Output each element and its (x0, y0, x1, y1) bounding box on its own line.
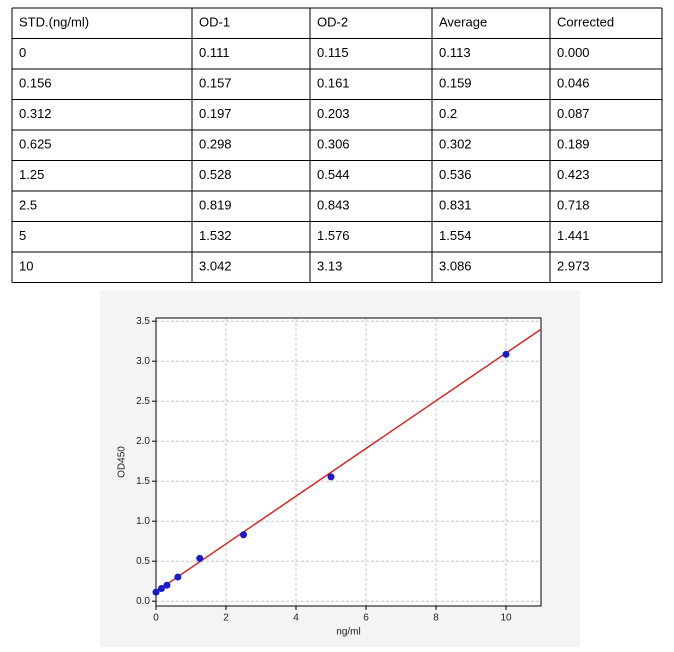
x-tick-label: 0 (153, 613, 159, 624)
y-tick-label: 0.5 (136, 556, 150, 567)
table-cell: 1.532 (199, 228, 232, 243)
data-point (502, 350, 510, 358)
table-cell: 0.536 (439, 167, 472, 182)
table-cell: 0 (19, 45, 26, 60)
y-tick-label: 2.0 (136, 436, 150, 447)
x-axis-label: ng/ml (336, 627, 360, 638)
table-cell: 0.157 (199, 76, 232, 91)
table-cell: 5 (19, 228, 26, 243)
header-cell: STD.(ng/ml) (19, 15, 89, 30)
table-cell: 0.113 (439, 45, 471, 60)
table-cell: 3.13 (317, 259, 342, 274)
table-cell: 0.046 (557, 76, 590, 91)
header-cell: OD-1 (199, 15, 230, 30)
header-cell: Corrected (557, 15, 614, 30)
table-cell: 0.203 (317, 106, 350, 121)
table-cell: 0.423 (557, 167, 590, 182)
x-tick-label: 4 (293, 613, 299, 624)
table-cell: 0.312 (19, 106, 52, 121)
table-cell: 0.115 (317, 45, 349, 60)
plot-area (156, 318, 541, 606)
table-cell: 0.087 (557, 106, 590, 121)
table-cell: 1.576 (317, 228, 350, 243)
table-cell: 3.042 (199, 259, 232, 274)
table-cell: 0.189 (557, 137, 590, 152)
table-cell: 1.441 (557, 228, 590, 243)
x-tick-label: 2 (223, 613, 229, 624)
table-cell: 0.159 (439, 76, 472, 91)
data-point (163, 581, 171, 589)
x-tick-label: 8 (433, 613, 439, 624)
y-tick-label: 2.5 (136, 396, 150, 407)
data-point (174, 573, 182, 581)
y-tick-label: 1.5 (136, 476, 150, 487)
table-cell: 0.625 (19, 137, 52, 152)
table-cell: 2.5 (19, 198, 37, 213)
plot-frame (155, 317, 542, 607)
table-cell: 0.298 (199, 137, 232, 152)
table-cell: 0.831 (439, 198, 472, 213)
y-tick-label: 3.0 (136, 356, 150, 367)
fit-line (155, 328, 542, 593)
y-tick-label: 0.0 (136, 596, 150, 607)
table-cell: 0.302 (439, 137, 472, 152)
x-tick-label: 10 (500, 613, 512, 624)
table-cell: 0.544 (317, 167, 350, 182)
table-cell: 0.161 (317, 76, 350, 91)
header-cell: OD-2 (317, 15, 348, 30)
table-cell: 1.554 (439, 228, 472, 243)
table-cell: 0.197 (199, 106, 232, 121)
table-cell: 0.718 (557, 198, 590, 213)
table-cell: 0.2 (439, 106, 457, 121)
x-tick-label: 6 (363, 613, 369, 624)
table-cell: 2.973 (557, 259, 590, 274)
table-cell: 0.111 (199, 45, 230, 60)
data-point (157, 584, 165, 592)
data-point (152, 588, 160, 596)
table-cell: 0.156 (19, 76, 52, 91)
table-cell: 1.25 (19, 167, 44, 182)
table-cell: 0.528 (199, 167, 232, 182)
table-cell: 0.819 (199, 198, 232, 213)
y-tick-label: 1.0 (136, 516, 150, 527)
y-axis-label: OD450 (117, 446, 128, 478)
table-cell: 3.086 (439, 259, 472, 274)
y-tick-label: 3.5 (136, 316, 150, 327)
data-point (327, 473, 335, 481)
table-cell: 0.843 (317, 198, 350, 213)
data-point (240, 531, 247, 539)
table-cell: 0.306 (317, 137, 350, 152)
data-point (196, 554, 204, 562)
header-cell: Average (439, 15, 487, 30)
table-cell: 0.000 (557, 45, 590, 60)
table-cell: 10 (19, 259, 33, 274)
